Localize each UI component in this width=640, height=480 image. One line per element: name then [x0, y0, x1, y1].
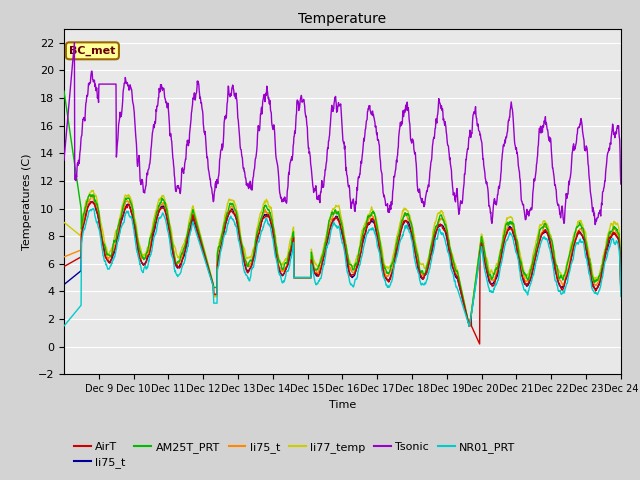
X-axis label: Time: Time	[329, 400, 356, 409]
Legend: AirT, li75_t, AM25T_PRT, li75_t, li77_temp, Tsonic, NR01_PRT: AirT, li75_t, AM25T_PRT, li75_t, li77_te…	[70, 437, 520, 472]
Y-axis label: Temperatures (C): Temperatures (C)	[22, 153, 32, 250]
Title: Temperature: Temperature	[298, 12, 387, 26]
Text: BC_met: BC_met	[69, 46, 116, 56]
